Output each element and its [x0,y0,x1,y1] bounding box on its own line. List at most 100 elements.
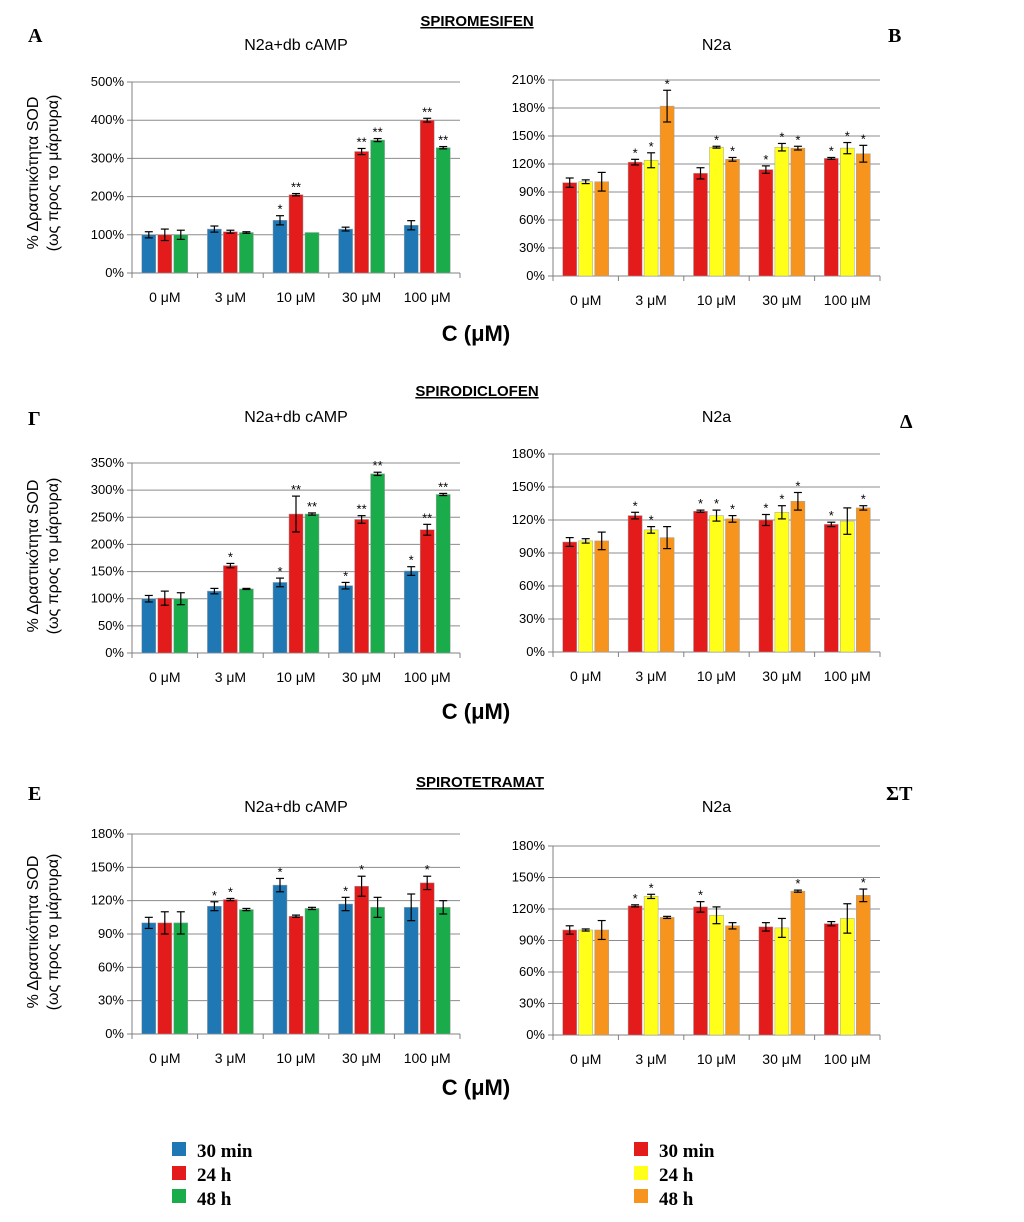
bar [856,153,871,277]
bar [824,524,839,653]
bar [173,922,189,1035]
y-tick-label: 60% [519,578,545,593]
bar [419,119,435,274]
bar [562,182,577,277]
y-tick-label: 120% [512,901,546,916]
bar [272,884,288,1035]
y-tick-label: 200% [91,536,125,551]
y-tick-label: 90% [98,926,124,941]
legend-right: 30 min 24 h 48 h [634,1141,715,1210]
bar [338,585,353,654]
x-tick-label: 3 μM [215,669,246,685]
bar [207,228,222,274]
significance-marker: ** [373,125,383,140]
significance-marker: ** [357,134,367,149]
significance-marker: * [861,492,866,507]
bar [824,158,839,277]
legend-label-24h: 24 h [197,1165,232,1186]
x-tick-label: 30 μM [762,292,801,308]
significance-marker: * [649,880,654,895]
significance-marker: * [212,888,217,903]
bar [272,220,288,274]
y-tick-label: 180% [91,826,125,841]
y-tick-label: 60% [98,959,124,974]
significance-marker: * [730,143,735,158]
y-tick-label: 210% [512,72,546,87]
significance-marker: * [633,891,638,906]
chart-title: N2a [702,409,731,426]
y-tick-label: 0% [105,1026,124,1041]
x-tick-label: 3 μM [215,289,246,305]
y-tick-label: 250% [91,509,125,524]
significance-marker: ** [291,482,301,497]
bar [774,512,790,653]
bar [419,882,435,1035]
bar [403,225,419,274]
significance-marker: * [277,864,282,879]
section-title-spirodiclofen: SPIRODICLOFEN [415,383,538,400]
bar [288,194,304,274]
chart-title: N2a [702,37,731,54]
y-tick-label: 120% [512,156,546,171]
bar [840,147,855,277]
x-tick-label: 10 μM [276,669,315,685]
y-tick-label: 60% [519,964,545,979]
chart-spirodiclofen-n2a: N2a 0% 30% 60% 90% 120% 150% 180% 0 μM 3 μM 10 μM 3… [512,409,881,684]
y-axis-label-line2: (ως προς το μάρτυρα) [45,478,62,635]
y-tick-label: 300% [91,482,125,497]
legend-swatch-24h [172,1166,186,1180]
y-axis-label-line2: (ως προς το μάρτυρα) [45,95,62,252]
bar [419,529,435,654]
significance-marker: * [829,508,834,523]
significance-marker: * [714,132,719,147]
significance-marker: * [228,549,233,564]
x-tick-label: 3 μM [215,1050,246,1066]
bar [790,890,806,1036]
x-tick-label: 30 μM [342,1050,381,1066]
bar [239,588,254,654]
section-title-spiromesifen: SPIROMESIFEN [420,13,533,30]
x-tick-label: 10 μM [276,1050,315,1066]
bar [370,907,385,1035]
section-title-spirotetramat: SPIROTETRAMAT [416,774,544,791]
y-tick-label: 500% [91,74,125,89]
significance-marker: ** [291,180,301,195]
significance-marker: * [698,496,703,511]
bar [304,908,320,1035]
bar [774,927,790,1036]
legend-label-48h: 48 h [659,1189,694,1210]
bar [578,929,593,1036]
bar [709,146,724,277]
y-tick-label: 200% [91,189,125,204]
bar [594,181,609,277]
bar [354,519,369,654]
significance-marker: * [277,202,282,217]
y-tick-label: 30% [519,996,545,1011]
y-tick-label: 350% [91,455,125,470]
significance-marker: ** [422,510,432,525]
x-axis-label-row-2: C (μM) [442,699,510,724]
legend-swatch-30min [634,1142,648,1156]
significance-marker: * [861,131,866,146]
panel-letter-delta: Δ [900,411,913,433]
bar [435,907,451,1035]
significance-marker: * [359,862,364,877]
bar [693,510,708,653]
panel-letter-sigma-tau: ΣΤ [886,783,913,805]
bar [173,234,189,274]
bar [562,541,577,653]
y-tick-label: 150% [91,859,125,874]
y-tick-label: 0% [105,265,124,280]
significance-marker: * [763,152,768,167]
bar [856,895,871,1036]
significance-marker: * [633,145,638,160]
bar [403,570,419,654]
panel-letter-e: E [28,783,41,805]
y-axis-label-line1: % Δραστικότητα SOD [25,856,42,1009]
x-tick-label: 0 μM [149,289,180,305]
significance-marker: * [829,143,834,158]
significance-marker: * [730,502,735,517]
bar [659,537,675,653]
bar [141,922,157,1035]
bar [594,540,609,653]
